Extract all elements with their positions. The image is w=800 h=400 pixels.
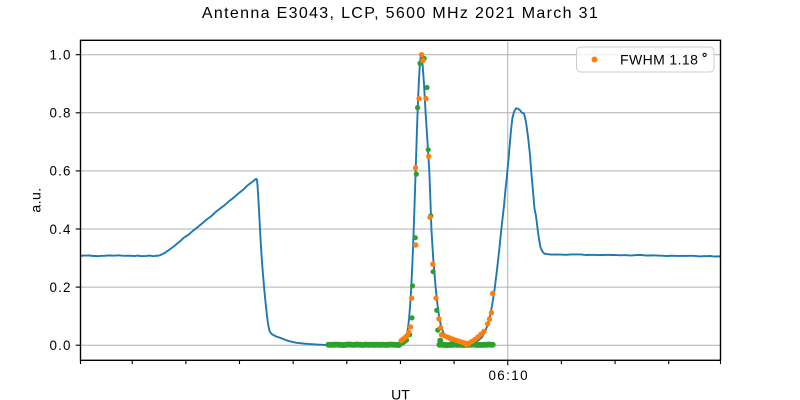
svg-text:FWHM 1.18: FWHM 1.18 [620,52,698,68]
svg-text:0.8: 0.8 [49,106,71,121]
svg-text:1.0: 1.0 [49,48,71,63]
svg-text:Antenna E3043, LCP, 5600 MHz 2: Antenna E3043, LCP, 5600 MHz 2021 March … [202,5,599,22]
svg-text:a.u.: a.u. [29,187,45,212]
svg-text:0.2: 0.2 [49,280,71,295]
svg-text:UT: UT [391,386,410,400]
svg-text:06:10: 06:10 [488,368,529,383]
svg-text:0.4: 0.4 [49,222,71,237]
svg-text:0.6: 0.6 [49,164,71,179]
svg-text:0.0: 0.0 [49,338,71,353]
